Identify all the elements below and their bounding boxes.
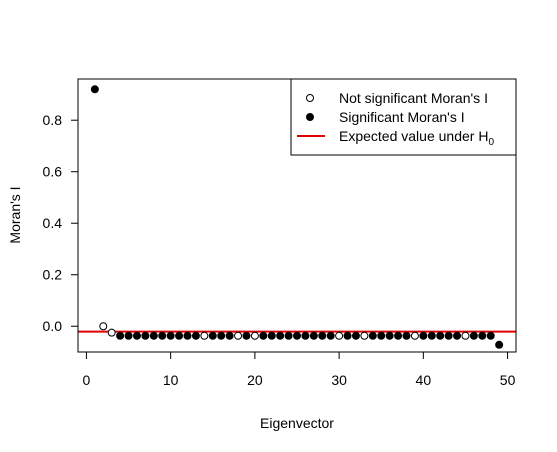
significant-point (191, 331, 200, 340)
not-significant-point (200, 331, 209, 340)
not-significant-point (335, 331, 344, 340)
y-tick-label: 0.2 (43, 267, 63, 283)
significant-point (242, 331, 251, 340)
significant-point (149, 331, 158, 340)
significant-point (436, 331, 445, 340)
legend-open-circle-marker (306, 94, 314, 102)
legend-label-expected-subscript: 0 (488, 137, 494, 148)
significant-point (343, 331, 352, 340)
significant-point (90, 85, 99, 94)
y-tick-label: 0.8 (43, 112, 63, 128)
not-significant-point (107, 328, 116, 337)
not-significant-point (461, 331, 470, 340)
y-axis: 0.0 0.2 0.4 0.6 0.8 (43, 112, 79, 334)
significant-point (175, 331, 184, 340)
significant-point (267, 331, 276, 340)
x-axis: 0 10 20 30 40 50 (83, 351, 516, 388)
not-significant-point (234, 331, 243, 340)
significant-point (124, 331, 133, 340)
significant-point (293, 331, 301, 340)
legend-label-significant: Significant Moran's I (339, 109, 465, 125)
significant-point (377, 331, 386, 340)
significant-point (427, 331, 436, 340)
significant-point (368, 331, 377, 340)
significant-point (486, 331, 495, 340)
significant-point (183, 331, 192, 340)
significant-point (495, 340, 504, 349)
significant-point (284, 331, 293, 340)
not-significant-point (360, 331, 369, 340)
significant-point (469, 331, 478, 340)
x-axis-label: Eigenvector (260, 415, 334, 431)
significant-point (116, 331, 125, 340)
significant-point (259, 331, 268, 340)
y-tick-label: 0.4 (43, 215, 63, 231)
significant-point (318, 331, 327, 340)
x-tick-label: 10 (163, 372, 179, 388)
significant-point (351, 331, 360, 340)
x-tick-label: 20 (247, 372, 263, 388)
x-tick-label: 0 (83, 372, 91, 388)
significant-point (309, 331, 318, 340)
x-tick-label: 50 (500, 372, 516, 388)
significant-point (225, 331, 234, 340)
significant-point (158, 331, 167, 340)
significant-point (385, 331, 394, 340)
significant-point (478, 331, 487, 340)
significant-point (419, 331, 428, 340)
legend-filled-circle-marker (306, 113, 314, 121)
legend: Not significant Moran's I Significant Mo… (290, 78, 517, 156)
significant-point (326, 331, 335, 340)
significant-point (141, 331, 150, 340)
significant-point (453, 331, 462, 340)
not-significant-point (250, 331, 259, 340)
x-tick-label: 30 (331, 372, 347, 388)
significant-point (166, 331, 175, 340)
y-axis-label: Moran's I (7, 186, 23, 243)
significant-point (217, 331, 226, 340)
significant-point (132, 331, 141, 340)
significant-point (394, 331, 403, 340)
legend-label-expected-main: Expected value under H (339, 128, 488, 144)
significant-point (402, 331, 411, 340)
not-significant-point (410, 331, 419, 340)
y-tick-label: 0.6 (43, 164, 63, 180)
significant-point (208, 331, 217, 340)
significant-point (301, 331, 310, 340)
legend-box (290, 78, 517, 156)
significant-point (444, 331, 453, 340)
legend-label-expected: Expected value under H0 (339, 128, 494, 148)
significant-point (276, 331, 285, 340)
points-layer (90, 85, 504, 349)
legend-label-not-significant: Not significant Moran's I (339, 90, 488, 106)
x-tick-label: 40 (416, 372, 432, 388)
not-significant-point (99, 322, 108, 331)
y-tick-label: 0.0 (43, 318, 63, 334)
